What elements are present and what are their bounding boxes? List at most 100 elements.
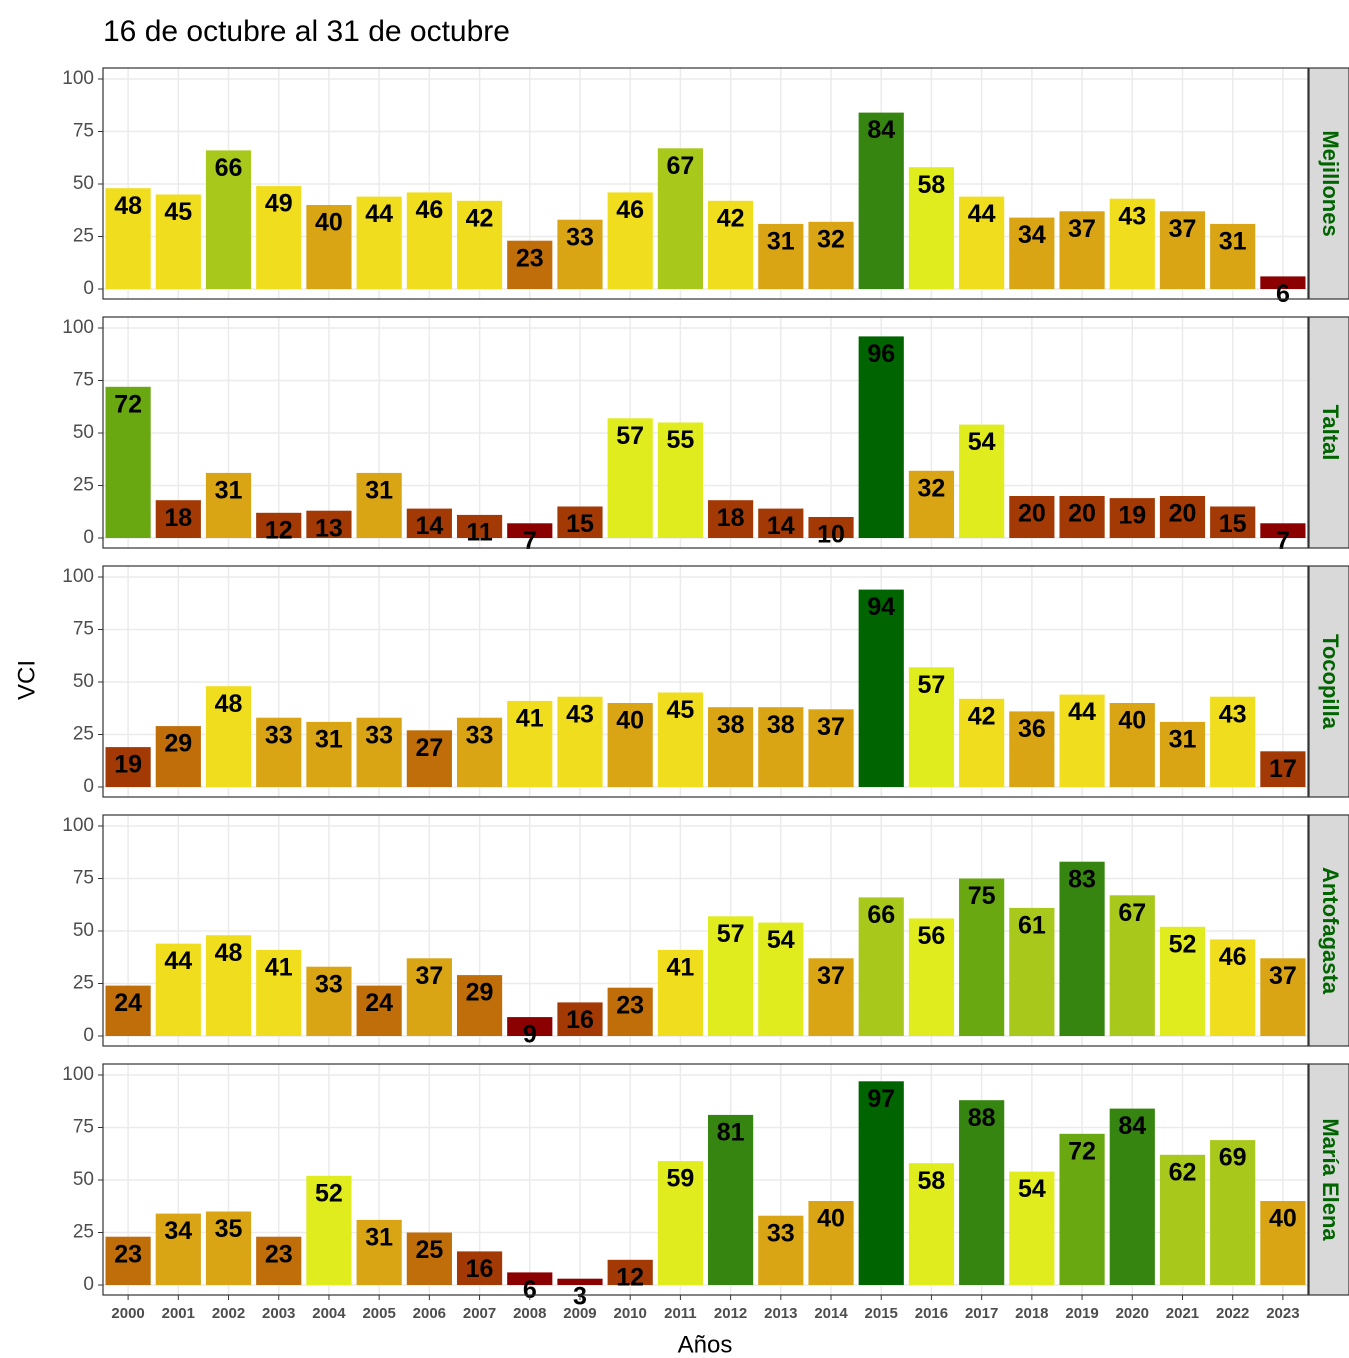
value-label: 35 [215,1215,243,1243]
bar [959,424,1005,538]
bar [959,878,1005,1036]
x-axis-label: Años [678,1331,733,1358]
strip [1308,1063,1349,1296]
bar [708,707,754,787]
bar [406,958,452,1036]
x-tick-label: 2022 [1216,1305,1249,1322]
y-tick-label: 0 [83,1025,94,1046]
value-label: 31 [1169,726,1197,754]
value-label: 96 [867,340,895,368]
value-label: 20 [1068,500,1096,528]
x-tick-label: 2015 [865,1305,898,1322]
value-label: 31 [767,228,795,256]
value-label: 84 [867,116,895,144]
bar [908,470,955,538]
y-tick-label: 0 [83,1274,94,1295]
y-tick-label: 25 [73,475,94,496]
value-label: 83 [1068,865,1096,893]
bar [1109,198,1155,289]
value-label: 61 [1018,912,1046,940]
value-label: 40 [315,209,343,237]
x-tick-label: 2017 [965,1305,998,1322]
y-tick-label: 50 [73,920,94,941]
x-tick-label: 2021 [1166,1305,1199,1322]
bar [657,692,703,787]
bar [256,1236,302,1285]
y-tick-label: 25 [73,724,94,745]
bar [959,698,1005,787]
value-label: 23 [114,1240,142,1268]
x-tick-label: 2019 [1065,1305,1098,1322]
value-label: 40 [817,1205,845,1233]
bar [256,186,302,289]
value-label: 33 [466,721,494,749]
x-tick-label: 2002 [212,1305,245,1322]
bar [205,1211,252,1285]
value-label: 81 [717,1119,745,1147]
bar [908,167,955,289]
bar [607,987,653,1036]
y-tick-label: 100 [62,68,94,89]
x-tick-label: 2018 [1015,1305,1048,1322]
bar [557,1002,603,1036]
bar [356,196,402,289]
value-label: 40 [1269,1205,1297,1233]
value-label: 20 [1169,500,1197,528]
value-label: 24 [365,989,393,1017]
value-label: 40 [616,707,644,735]
bar [657,949,703,1036]
value-label: 54 [968,428,996,456]
y-tick-label: 75 [73,619,94,640]
value-label: 57 [616,422,644,450]
value-label: 48 [215,690,243,718]
y-tick-label: 75 [73,370,94,391]
bar [105,386,151,538]
value-label: 44 [164,947,192,975]
value-label: 37 [1269,962,1297,990]
value-label: 25 [415,1236,443,1264]
bar [406,508,452,538]
x-tick-label: 2000 [111,1305,144,1322]
bar [557,1278,603,1285]
bar [708,916,754,1036]
bar [657,422,703,538]
bar [306,721,352,787]
y-tick-label: 75 [73,1117,94,1138]
bar [808,221,854,289]
bar [205,472,252,538]
bar [256,949,302,1036]
value-label: 33 [566,223,594,251]
y-tick-label: 0 [83,527,94,548]
strip-label: Mejillones [1318,130,1343,236]
bar [1210,506,1256,538]
value-label: 48 [114,192,142,220]
value-label: 6 [523,1276,537,1304]
bar [356,717,402,787]
value-label: 12 [265,516,293,544]
x-tick-label: 2004 [312,1305,346,1322]
bar [1210,939,1256,1036]
value-label: 18 [164,504,192,532]
bar [155,1213,201,1285]
bar [858,1081,904,1285]
bar [607,703,653,787]
bar [1260,523,1306,538]
x-tick-label: 2007 [463,1305,496,1322]
value-label: 43 [566,700,594,728]
bar [758,707,804,787]
bar [1159,926,1206,1036]
y-tick-label: 25 [73,1222,94,1243]
x-tick-label: 2013 [764,1305,797,1322]
bar [406,1232,452,1285]
y-tick-label: 50 [73,422,94,443]
value-label: 46 [616,196,644,224]
y-tick-label: 25 [73,973,94,994]
bar [306,966,352,1036]
value-label: 20 [1018,500,1046,528]
bar [1059,861,1105,1036]
value-label: 62 [1169,1158,1197,1186]
panel-border [102,316,1309,549]
value-label: 97 [867,1085,895,1113]
